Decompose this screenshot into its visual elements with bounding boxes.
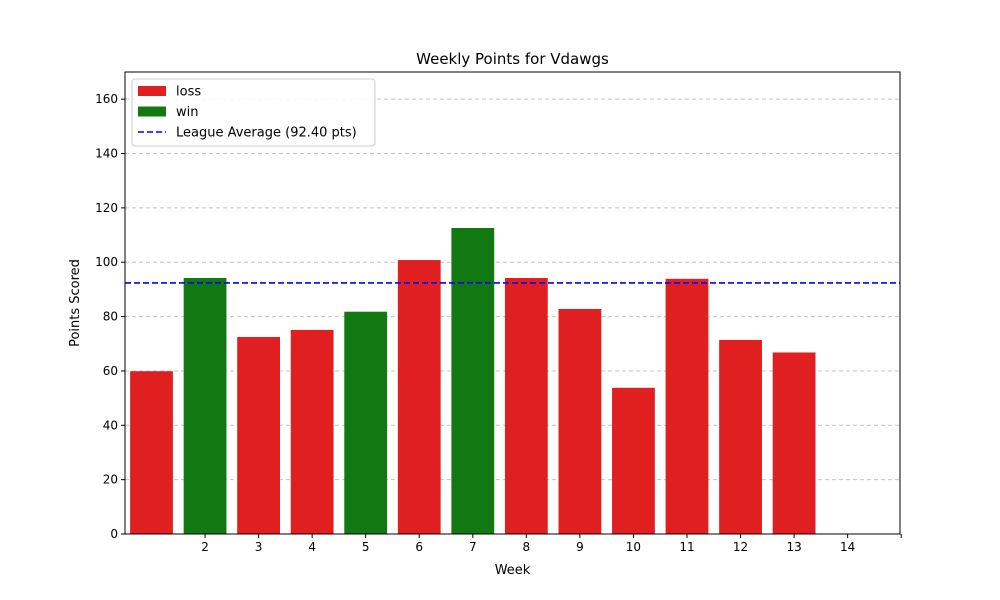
y-tick-label: 160	[95, 92, 118, 106]
bar-win	[451, 227, 495, 535]
legend-label: loss	[176, 85, 201, 100]
x-tick-label: 14	[840, 540, 855, 554]
bar-loss	[719, 339, 762, 534]
x-tick-label: 11	[679, 540, 694, 554]
x-axis-label: Week	[495, 563, 531, 578]
y-axis-label: Points Scored	[68, 259, 83, 347]
bar-loss	[397, 260, 441, 534]
x-tick-label: 5	[362, 540, 370, 554]
legend-label: League Average (92.40 pts)	[176, 126, 357, 141]
bar-loss	[772, 352, 816, 534]
x-tick-label: 12	[733, 540, 748, 554]
chart-title: Weekly Points for Vdawgs	[416, 50, 609, 68]
x-tick-label: 10	[626, 540, 641, 554]
x-tick-label: 13	[786, 540, 801, 554]
legend-swatch-win	[138, 106, 166, 117]
y-tick-label: 60	[103, 364, 118, 378]
bar-loss	[612, 387, 655, 534]
plot-frame	[124, 71, 901, 535]
bar-loss	[290, 329, 334, 534]
y-tick-label: 120	[95, 201, 118, 215]
legend: loss win League Average (92.40 pts)	[131, 78, 376, 147]
bar-loss	[237, 336, 280, 534]
y-tick-label: 0	[110, 527, 118, 541]
bar-win	[344, 311, 388, 534]
bar-loss	[130, 371, 173, 534]
x-tick-label: 9	[576, 540, 584, 554]
y-tick-label: 100	[95, 255, 118, 269]
x-tick-label: 3	[255, 540, 263, 554]
bar-loss	[558, 308, 602, 534]
bar-loss	[665, 278, 709, 534]
x-axis: 2 3 4 5 6 7 8 9 10 11 12 13 14	[201, 534, 902, 554]
legend-label: win	[176, 105, 198, 120]
x-tick-label: 8	[523, 540, 531, 554]
y-tick-label: 80	[103, 310, 118, 324]
y-tick-label: 40	[103, 418, 118, 432]
y-tick-label: 20	[103, 473, 118, 487]
legend-box	[131, 78, 376, 147]
x-tick-label: 6	[415, 540, 423, 554]
x-tick-label: 4	[308, 540, 316, 554]
y-tick-label: 140	[95, 147, 118, 161]
bars	[130, 227, 816, 535]
bar-loss	[504, 277, 548, 534]
x-tick-label: 7	[469, 540, 477, 554]
y-axis: 0 20 40 60 80 100 120 140 160	[95, 92, 125, 541]
legend-swatch-loss	[138, 86, 166, 96]
x-tick-label: 2	[201, 540, 209, 554]
bar-win	[183, 277, 227, 534]
